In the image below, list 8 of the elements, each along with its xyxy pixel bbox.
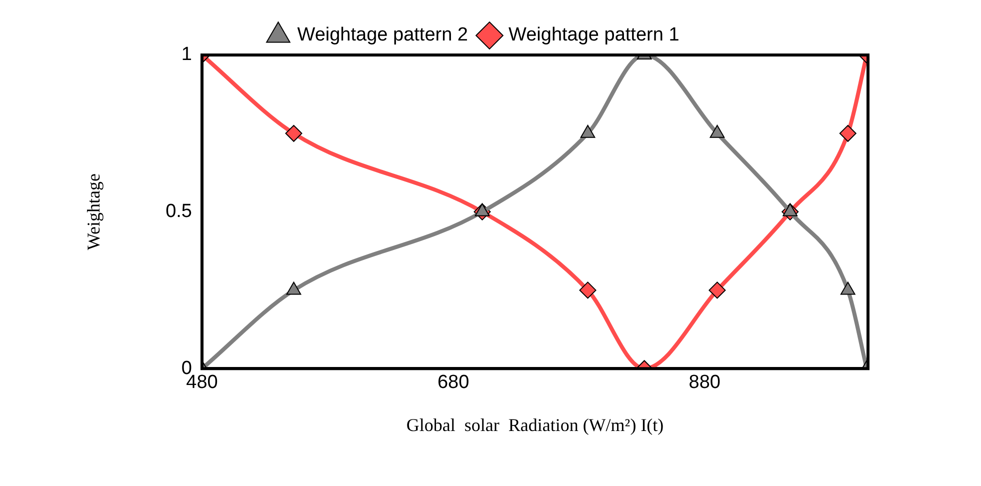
y-tick-label: 0.5	[166, 201, 192, 222]
x-axis-title: Global solar Radiation (W/m²) I(t)	[406, 414, 664, 435]
x-tick-label: 680	[437, 372, 470, 394]
legend-label: Weightage pattern 2	[297, 24, 468, 46]
legend-label: Weightage pattern 1	[508, 24, 680, 46]
x-tick-label: 880	[688, 372, 720, 394]
y-axis-title: Weightage	[84, 174, 104, 250]
y-tick-label: 1	[181, 44, 192, 66]
